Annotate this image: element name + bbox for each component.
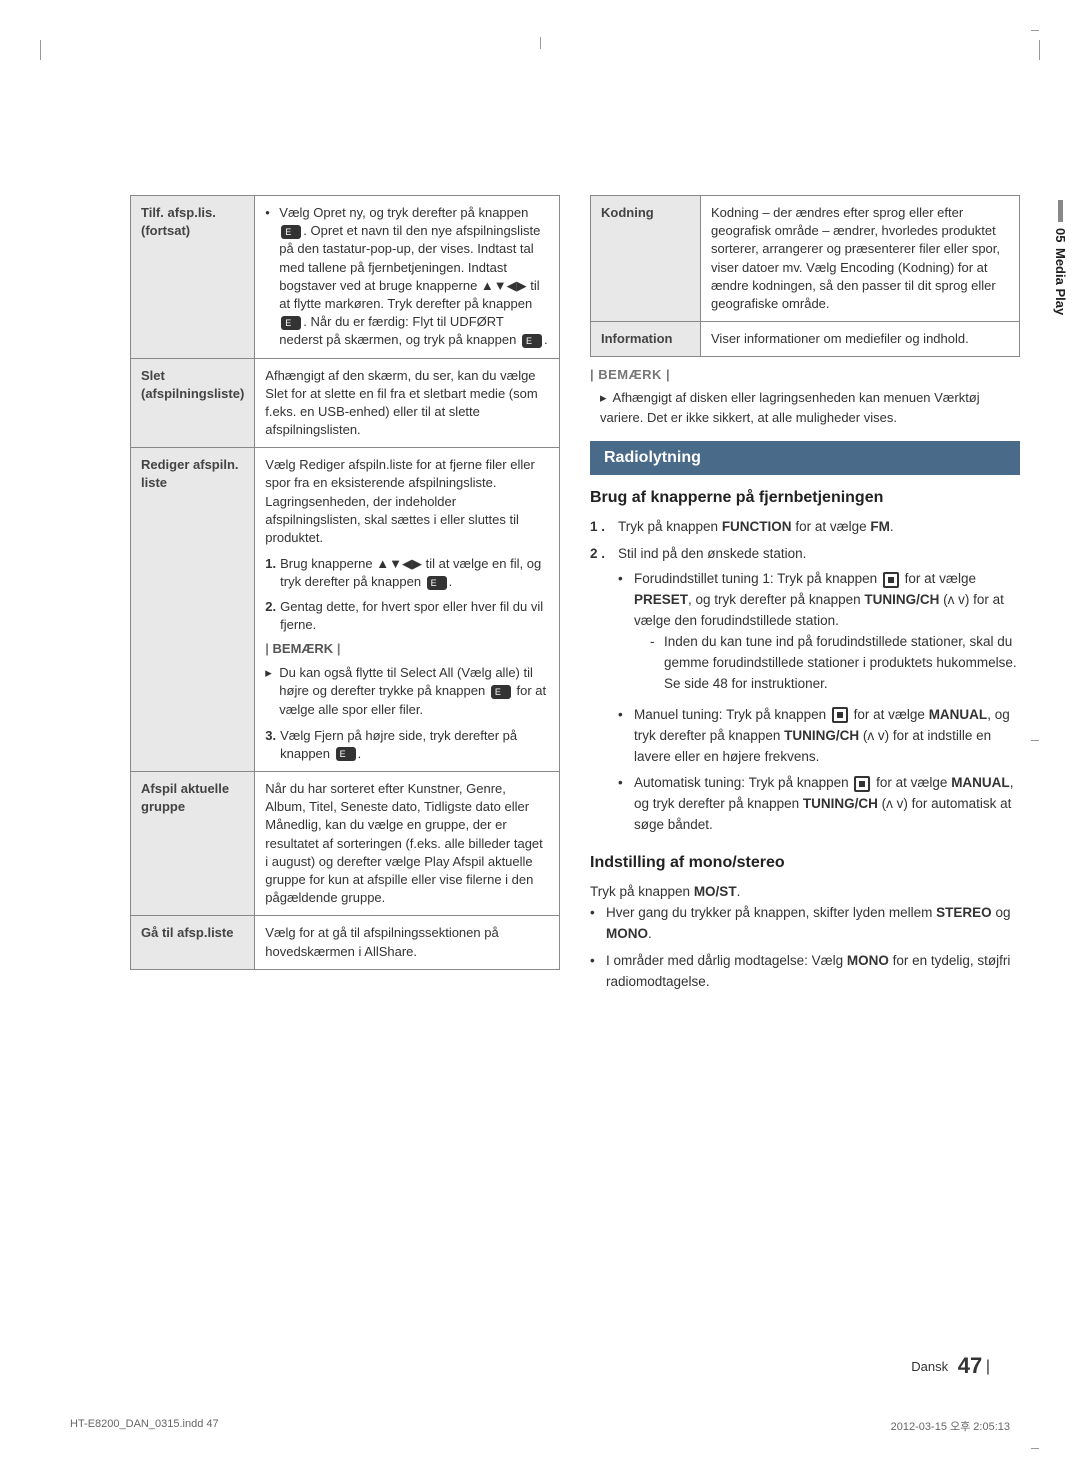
- mono-header: Indstilling af mono/stereo: [590, 854, 1020, 872]
- row-label: Afspil aktuelle gruppe: [131, 772, 255, 916]
- text: Brug knapperne ▲▼◀▶ til at vælge en fil,…: [280, 556, 541, 589]
- table-row: Kodning Kodning – der ændres efter sprog…: [591, 196, 1020, 322]
- bullet-auto: Automatisk tuning: Tryk på knappen for a…: [618, 773, 1020, 836]
- stop-icon: [832, 707, 848, 723]
- text: . Når du er færdig: Flyt til UDFØRT nede…: [279, 314, 516, 347]
- bemark-label: BEMÆRK: [273, 641, 334, 656]
- text: Afhængigt af disken eller lagringsenhede…: [600, 390, 980, 425]
- table-row: Gå til afsp.liste Vælg for at gå til afs…: [131, 916, 560, 969]
- row-label: Slet (afspilningsliste): [131, 358, 255, 448]
- stop-icon: [854, 776, 870, 792]
- dash-note: Inden du kan tune ind på forudindstilled…: [650, 632, 1020, 695]
- enter-icon: [491, 685, 511, 699]
- enter-icon: [522, 334, 542, 348]
- row-label: Kodning: [591, 196, 701, 322]
- row-content: Når du har sorteret efter Kunstner, Genr…: [255, 772, 560, 916]
- text: Stil ind på den ønskede station.: [618, 544, 1020, 565]
- mono-intro: Tryk på knappen MO/ST.: [590, 882, 1020, 903]
- row-content: • Vælg Opret ny, og tryk derefter på kna…: [255, 196, 560, 359]
- enter-icon: [427, 576, 447, 590]
- text: Forudindstillet tuning 1: Tryk på knappe…: [634, 571, 877, 586]
- bullet-manual: Manuel tuning: Tryk på knappen for at væ…: [618, 705, 1020, 768]
- enter-icon: [281, 316, 301, 330]
- step-2: 2 . Stil ind på den ønskede station. For…: [590, 544, 1020, 842]
- row-content: Afhængigt af den skærm, du ser, kan du v…: [255, 358, 560, 448]
- radio-steps: 1 . Tryk på knappen FUNCTION for at vælg…: [590, 517, 1020, 842]
- radio-subheader: Brug af knapperne på fjernbetjeningen: [590, 489, 1020, 507]
- right-column: Kodning Kodning – der ændres efter sprog…: [590, 195, 1020, 999]
- indd-filename: HT-E8200_DAN_0315.indd 47: [70, 1418, 219, 1434]
- text: Vælg Opret ny, og tryk derefter på knapp…: [279, 205, 528, 220]
- stop-icon: [883, 572, 899, 588]
- row-content: Viser informationer om mediefiler og ind…: [701, 322, 1020, 357]
- text: Inden du kan tune ind på forudindstilled…: [664, 632, 1020, 695]
- bemark-note: ▸Afhængigt af disken eller lagringsenhed…: [600, 388, 1020, 427]
- row-label: Gå til afsp.liste: [131, 916, 255, 969]
- text: Automatisk tuning: Tryk på knappen: [634, 775, 849, 790]
- row-label: Rediger afspiln. liste: [131, 448, 255, 772]
- footer-lang: Dansk: [911, 1359, 948, 1374]
- radio-header: Radiolytning: [590, 441, 1020, 475]
- table-row: Tilf. afsp.lis. (fortsat) • Vælg Opret n…: [131, 196, 560, 359]
- row-content: Vælg Rediger afspiln.liste for at fjerne…: [255, 448, 560, 772]
- table-row: Slet (afspilningsliste) Afhængigt af den…: [131, 358, 560, 448]
- enter-icon: [281, 225, 301, 239]
- left-table: Tilf. afsp.lis. (fortsat) • Vælg Opret n…: [130, 195, 560, 970]
- bemark-label: BEMÆRK: [598, 367, 662, 382]
- bullet-preset: Forudindstillet tuning 1: Tryk på knappe…: [618, 569, 1020, 699]
- left-column: Tilf. afsp.lis. (fortsat) • Vælg Opret n…: [130, 195, 560, 999]
- right-table: Kodning Kodning – der ændres efter sprog…: [590, 195, 1020, 357]
- step-1: 1 . Tryk på knappen FUNCTION for at vælg…: [590, 517, 1020, 538]
- text: . Opret et navn til den nye afspilningsl…: [279, 223, 540, 311]
- page-footer: Dansk 47 |: [911, 1353, 990, 1379]
- table-row: Information Viser informationer om medie…: [591, 322, 1020, 357]
- mono-bullet-1: Hver gang du trykker på knappen, skifter…: [590, 903, 1020, 945]
- row-label: Information: [591, 322, 701, 357]
- text: Vælg Fjern på højre side, tryk derefter …: [280, 728, 517, 761]
- text: Vælg Rediger afspiln.liste for at fjerne…: [265, 456, 549, 547]
- row-label: Tilf. afsp.lis. (fortsat): [131, 196, 255, 359]
- print-footer: HT-E8200_DAN_0315.indd 47 2012-03-15 오후 …: [0, 1418, 1080, 1434]
- text: Manuel tuning: Tryk på knappen: [634, 707, 826, 722]
- table-row: Afspil aktuelle gruppe Når du har sorter…: [131, 772, 560, 916]
- print-date: 2012-03-15 오후 2:05:13: [891, 1418, 1010, 1434]
- mono-bullet-2: I områder med dårlig modtagelse: Vælg MO…: [590, 951, 1020, 993]
- row-content: Kodning – der ændres efter sprog eller e…: [701, 196, 1020, 322]
- table-row: Rediger afspiln. liste Vælg Rediger afsp…: [131, 448, 560, 772]
- bemark-block: | BEMÆRK |: [590, 367, 1020, 382]
- row-content: Vælg for at gå til afspilningssektionen …: [255, 916, 560, 969]
- enter-icon: [336, 747, 356, 761]
- text: Gentag dette, for hvert spor eller hver …: [280, 598, 549, 634]
- footer-page-number: 47: [958, 1353, 982, 1378]
